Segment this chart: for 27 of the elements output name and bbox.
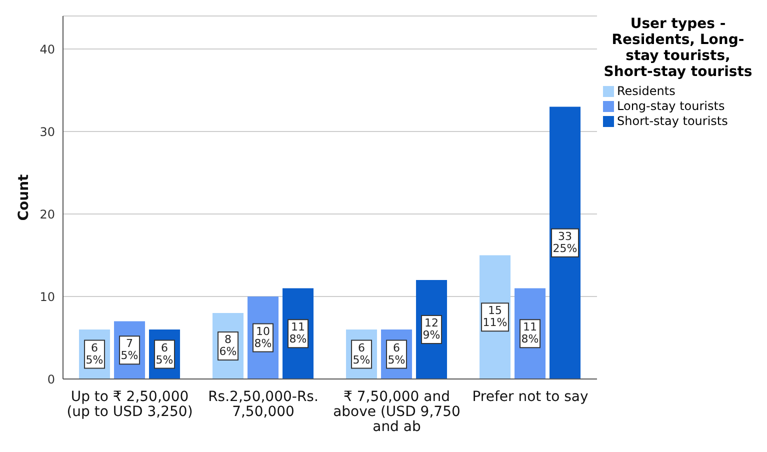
x-tick-label: Rs.2,50,000-Rs. 7,50,000 <box>208 389 318 420</box>
y-tick-label: 40 <box>40 42 55 56</box>
x-tick-label: ₹ 7,50,000 and above (USD 9,750 and ab <box>333 389 460 435</box>
legend-title: User types - Residents, Long-stay tourists, Short-stay tourists <box>603 16 753 80</box>
data-label: 15 11% <box>482 304 508 330</box>
x-tick-label: Prefer not to say <box>472 389 588 405</box>
data-label: 33 25% <box>552 230 578 255</box>
data-label: 7 5% <box>120 337 138 362</box>
legend-label: Short-stay tourists <box>617 114 728 129</box>
data-label: 10 8% <box>254 324 272 350</box>
data-label: 11 8% <box>289 320 307 346</box>
data-label: 6 5% <box>86 341 104 366</box>
data-label: 12 9% <box>422 316 440 342</box>
y-tick-label: 20 <box>40 207 55 222</box>
data-label: 8 6% <box>219 333 237 358</box>
bar <box>550 106 581 379</box>
y-tick-label: 0 <box>47 372 55 386</box>
data-label: 11 8% <box>521 320 539 346</box>
x-tick-label: Up to ₹ 2,50,000 (up to USD 3,250) <box>66 389 193 420</box>
y-axis-title: Count <box>16 174 32 221</box>
y-tick-label: 10 <box>40 290 55 304</box>
data-label: 6 5% <box>156 341 174 366</box>
legend-label: Long-stay tourists <box>617 99 725 114</box>
data-label: 6 5% <box>352 341 370 366</box>
legend-label: Residents <box>617 84 676 99</box>
data-label: 6 5% <box>388 341 406 366</box>
y-tick-label: 30 <box>40 124 55 139</box>
